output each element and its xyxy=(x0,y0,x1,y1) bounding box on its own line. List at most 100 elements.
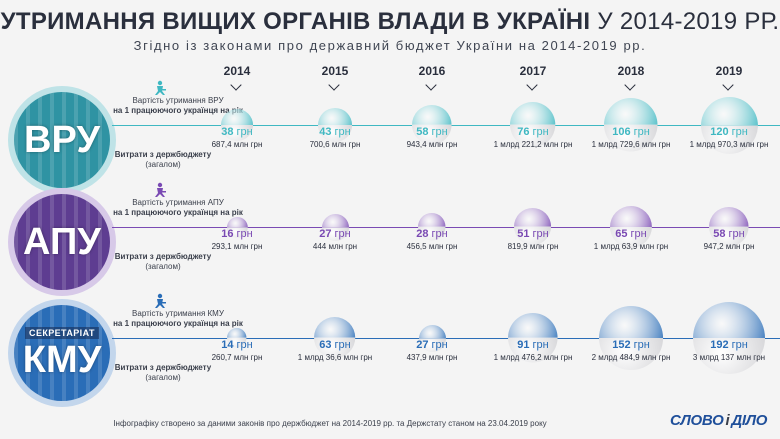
bubble-КМУ-2018 xyxy=(598,305,664,371)
budget-label-sub: (загалом) xyxy=(145,160,181,169)
per-worker-unit: грн xyxy=(728,228,745,240)
bubble-top xyxy=(227,328,247,338)
year-label-2017: 2017 xyxy=(519,64,547,78)
bubble-top xyxy=(220,108,254,125)
total-budget-value: 437,9 млн грн xyxy=(406,353,458,362)
budget-label-sub: (загалом) xyxy=(145,262,181,271)
per-worker-unit: грн xyxy=(633,126,650,138)
cost-label-bold: на 1 працюючого українця на рік xyxy=(113,106,243,115)
per-worker-unit: грн xyxy=(431,228,448,240)
total-budget-value: 444 млн грн xyxy=(312,242,358,251)
budget-label-bold: Витрати з держбюджету xyxy=(114,150,212,159)
building-photo-icon xyxy=(14,92,110,188)
total-budget-value: 260,7 млн грн xyxy=(211,353,263,362)
bubble-ВРУ-2018 xyxy=(604,98,658,152)
total-budget-value: 293,1 млн грн xyxy=(211,242,263,251)
bubble-bottom xyxy=(709,226,749,247)
chevron-down-icon xyxy=(722,79,734,91)
per-worker-value: 76 грн xyxy=(493,126,573,138)
budget-label-sub: (загалом) xyxy=(145,373,181,382)
per-worker-unit: грн xyxy=(431,339,448,351)
bubble-ВРУ-2015 xyxy=(317,107,353,143)
chevron-down-icon xyxy=(328,79,340,91)
total-budget-value: 947,2 млн грн xyxy=(703,242,755,251)
cost-label-bold: на 1 працюючого українця на рік xyxy=(113,208,243,217)
org-abbr: КМУ xyxy=(22,339,102,381)
bubble-top xyxy=(226,216,248,227)
per-worker-value: 91 грн xyxy=(493,339,573,351)
bubble-bottom xyxy=(418,226,446,241)
total-budget-value: 456,5 млн грн xyxy=(406,242,458,251)
cost-label-text: Вартість утримання КМУ xyxy=(132,309,224,318)
per-worker-number: 63 xyxy=(319,339,332,351)
bubble-top xyxy=(321,213,349,227)
worker-icon xyxy=(152,182,168,198)
page-title: УТРИМАННЯ ВИЩИХ ОРГАНІВ ВЛАДИ В УКРАЇНІ … xyxy=(0,8,780,36)
per-worker-unit: грн xyxy=(236,339,253,351)
per-worker-number: 120 xyxy=(710,126,729,138)
bubble-bottom xyxy=(514,226,552,246)
total-budget-value: 1 млрд 476,2 млн грн xyxy=(493,353,573,362)
bubble-top xyxy=(610,206,652,227)
bubble-АПУ-2018 xyxy=(610,206,652,248)
per-worker-number: 76 xyxy=(517,126,530,138)
bubble-ВРУ-2014 xyxy=(220,108,254,142)
per-worker-value: 14 грн xyxy=(197,339,277,351)
year-label-2015: 2015 xyxy=(321,64,349,78)
bubble-КМУ-2017 xyxy=(508,313,558,363)
bubble-КМУ-2016 xyxy=(418,324,446,352)
bubble-bottom xyxy=(220,124,254,142)
per-worker-value: 58 грн xyxy=(689,228,769,240)
per-worker-number: 58 xyxy=(416,126,429,138)
brand-logo: СЛОВО і ДІЛО xyxy=(670,412,767,429)
cost-label: Вартість утримання КМУ на 1 працюючого ук… xyxy=(112,309,244,329)
bubble-АПУ-2014 xyxy=(226,216,248,238)
building-photo-icon xyxy=(14,194,110,290)
total-budget-value: 819,9 млн грн xyxy=(507,242,559,251)
per-worker-value: 120 грн xyxy=(689,126,769,138)
total-budget-value: 3 млрд 137 млн грн xyxy=(692,353,766,362)
title-main: УТРИМАННЯ ВИЩИХ ОРГАНІВ ВЛАДИ В УКРАЇНІ xyxy=(0,8,591,35)
bubble-bottom xyxy=(314,337,356,359)
per-worker-value: 106 грн xyxy=(591,126,671,138)
bubble-bottom xyxy=(693,338,765,374)
bubble-ВРУ-2017 xyxy=(510,102,556,148)
worker-icon xyxy=(152,293,168,309)
chevron-down-icon xyxy=(624,79,636,91)
org-abbr: АПУ xyxy=(23,221,101,263)
chevron-down-icon xyxy=(425,79,437,91)
total-budget-value: 943,4 млн грн xyxy=(406,140,458,149)
per-worker-value: 152 грн xyxy=(591,339,671,351)
per-worker-number: 58 xyxy=(713,228,726,240)
chevron-down-icon xyxy=(230,79,242,91)
per-worker-number: 192 xyxy=(710,339,729,351)
bubble-top xyxy=(418,324,446,338)
budget-label-bold: Витрати з держбюджету xyxy=(114,252,212,261)
bubble-ВРУ-2019 xyxy=(700,96,758,154)
per-worker-unit: грн xyxy=(236,126,253,138)
year-label-2018: 2018 xyxy=(617,64,645,78)
bubble-КМУ-2015 xyxy=(314,317,356,359)
per-worker-number: 43 xyxy=(319,126,332,138)
per-worker-value: 43 грн xyxy=(295,126,375,138)
per-worker-number: 16 xyxy=(221,228,234,240)
bubble-bottom xyxy=(226,226,248,238)
per-worker-unit: грн xyxy=(532,339,549,351)
bubble-bottom xyxy=(317,124,353,143)
bubble-top xyxy=(709,207,749,227)
per-worker-value: 65 грн xyxy=(591,228,671,240)
row-divider xyxy=(112,227,780,228)
org-emblem-АПУ: АПУ xyxy=(14,194,110,290)
bubble-bottom xyxy=(508,337,558,363)
per-worker-number: 27 xyxy=(416,339,429,351)
per-worker-value: 51 грн xyxy=(493,228,573,240)
per-worker-value: 16 грн xyxy=(197,228,277,240)
bubble-bottom xyxy=(610,226,652,248)
per-worker-number: 106 xyxy=(612,126,631,138)
year-label-2019: 2019 xyxy=(715,64,743,78)
bubble-bottom xyxy=(321,227,349,241)
cost-label: Вартість утримання ВРУ на 1 працюючого ук… xyxy=(112,96,244,116)
bubble-top xyxy=(510,102,556,125)
per-worker-value: 27 грн xyxy=(392,339,472,351)
chevron-down-icon xyxy=(526,79,538,91)
